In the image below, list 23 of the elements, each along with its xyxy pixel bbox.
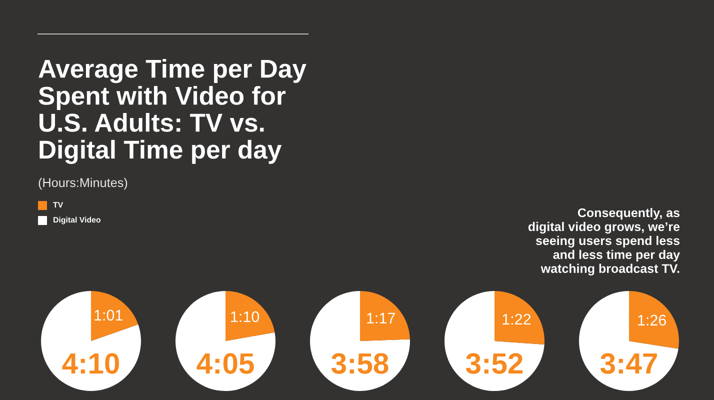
data-label: 1:10 <box>231 311 260 322</box>
pie-slice <box>494 291 544 344</box>
data-label: 1:22 <box>502 314 531 324</box>
pie-slice <box>226 291 275 341</box>
pie-slice <box>360 291 410 341</box>
data-label: 1:01 <box>94 310 122 321</box>
text: (Hours:Minutes) <box>38 178 128 190</box>
pie-slice <box>310 291 410 391</box>
pie-slice <box>41 291 141 391</box>
data-label: 3:47 <box>600 353 657 374</box>
data-label: 1:26 <box>638 314 666 326</box>
pie-slice <box>91 291 138 341</box>
pie-slice <box>176 291 276 391</box>
data-label: 4:05 <box>196 353 254 374</box>
data-label: 4:10 <box>62 353 119 374</box>
data-label: 3:52 <box>466 353 523 374</box>
data-label: 3:58 <box>331 353 388 374</box>
text: Average Time per Day Spent with Video for U.S. Adults: TV vs. Digital Time per day <box>38 59 306 164</box>
pie-slice <box>444 291 544 391</box>
data-label: 1:17 <box>367 312 395 324</box>
pie-slice <box>579 291 678 391</box>
text: Consequently, as digital video grows, we’re seeing users spend less and less time per day watching broadcast TV. <box>528 208 680 276</box>
pie-slice <box>629 291 679 349</box>
